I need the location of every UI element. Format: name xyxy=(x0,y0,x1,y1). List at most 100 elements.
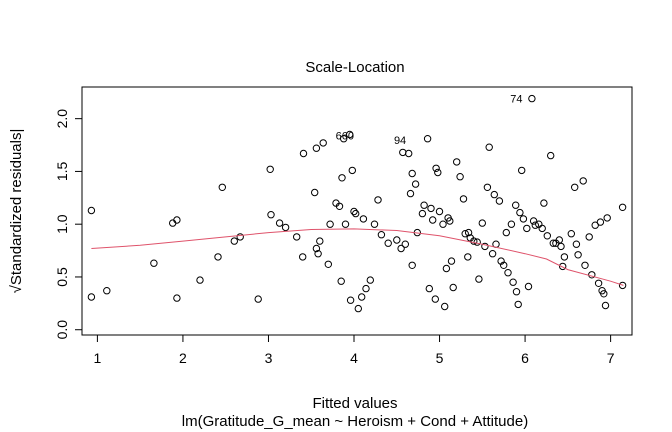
data-point xyxy=(399,148,407,157)
data-point xyxy=(418,209,427,218)
data-point xyxy=(574,251,582,259)
data-point xyxy=(324,260,332,268)
data-point xyxy=(346,296,355,304)
x-tick-label: 5 xyxy=(436,350,444,366)
data-point xyxy=(449,283,457,292)
data-point xyxy=(567,230,575,238)
data-point xyxy=(406,189,415,198)
data-point xyxy=(439,220,447,228)
data-point xyxy=(326,220,334,228)
data-point xyxy=(543,232,551,240)
data-point xyxy=(547,151,555,160)
data-point xyxy=(218,183,227,192)
data-point xyxy=(173,216,181,224)
data-point xyxy=(266,165,274,174)
data-point xyxy=(366,276,374,284)
data-point xyxy=(475,275,483,283)
data-point xyxy=(459,195,468,203)
data-point xyxy=(481,242,489,251)
data-point xyxy=(423,135,432,143)
data-point xyxy=(464,228,473,237)
data-point xyxy=(523,224,531,233)
data-point xyxy=(362,284,370,293)
data-point xyxy=(531,221,539,229)
data-point xyxy=(559,262,567,271)
data-point xyxy=(456,173,464,181)
data-point xyxy=(441,302,449,311)
data-point xyxy=(581,261,589,269)
data-point xyxy=(393,236,401,244)
data-point xyxy=(340,135,348,143)
data-point xyxy=(453,158,461,166)
x-tick-label: 2 xyxy=(179,350,187,366)
data-point xyxy=(514,300,522,309)
data-point xyxy=(214,253,222,261)
data-point xyxy=(529,217,538,225)
data-point xyxy=(518,166,526,175)
y-tick-label: 2.0 xyxy=(54,109,70,129)
point-label: 94 xyxy=(394,135,406,147)
y-tick-label: 1.0 xyxy=(54,214,70,234)
data-point xyxy=(299,149,308,158)
data-point xyxy=(230,237,239,245)
data-point xyxy=(346,130,354,139)
data-point xyxy=(319,139,327,147)
x-axis-title: Fitted values xyxy=(312,395,397,412)
data-point xyxy=(524,282,533,291)
data-point xyxy=(618,203,627,212)
data-point xyxy=(370,220,379,228)
x-tick-label: 4 xyxy=(350,350,358,366)
point-label: 74 xyxy=(510,94,522,106)
data-point xyxy=(446,217,454,225)
data-point xyxy=(427,204,435,213)
data-point xyxy=(549,239,557,247)
y-tick-label: 1.5 xyxy=(54,161,70,181)
data-point xyxy=(519,215,528,223)
data-point xyxy=(596,218,605,226)
data-point xyxy=(87,206,96,215)
data-point xyxy=(435,207,444,216)
data-point xyxy=(504,269,512,277)
data-point xyxy=(316,237,324,245)
data-point xyxy=(359,215,368,223)
data-point xyxy=(103,287,111,295)
data-point xyxy=(429,216,437,224)
data-point xyxy=(478,219,486,227)
data-point xyxy=(150,259,158,267)
data-point xyxy=(488,250,497,258)
data-point xyxy=(461,230,469,238)
data-point xyxy=(293,233,301,241)
data-point xyxy=(600,290,608,298)
data-point xyxy=(196,276,204,284)
data-point xyxy=(557,242,565,251)
data-point xyxy=(408,169,416,178)
y-tick-label: 0.0 xyxy=(54,320,70,340)
data-point xyxy=(516,208,524,217)
data-point xyxy=(603,214,611,222)
data-point xyxy=(470,237,478,245)
data-point xyxy=(350,207,358,216)
data-point xyxy=(408,261,416,269)
y-tick-label: 0.5 xyxy=(54,267,70,287)
data-point xyxy=(442,264,451,273)
data-point xyxy=(425,284,433,293)
data-point xyxy=(431,295,439,303)
data-point xyxy=(500,261,508,269)
data-point xyxy=(312,244,321,253)
data-point xyxy=(528,94,536,103)
data-point xyxy=(335,202,344,211)
data-point xyxy=(420,201,428,209)
data-point xyxy=(254,295,262,303)
data-point xyxy=(337,277,345,285)
data-point xyxy=(384,239,392,247)
data-point xyxy=(490,190,498,199)
data-point xyxy=(354,304,362,313)
data-point xyxy=(311,188,319,197)
plot-area: 74 660 94 xyxy=(87,94,627,313)
data-point xyxy=(538,224,546,233)
data-point xyxy=(338,174,346,182)
data-point xyxy=(502,228,510,237)
data-point xyxy=(560,253,569,261)
data-point xyxy=(358,293,366,301)
